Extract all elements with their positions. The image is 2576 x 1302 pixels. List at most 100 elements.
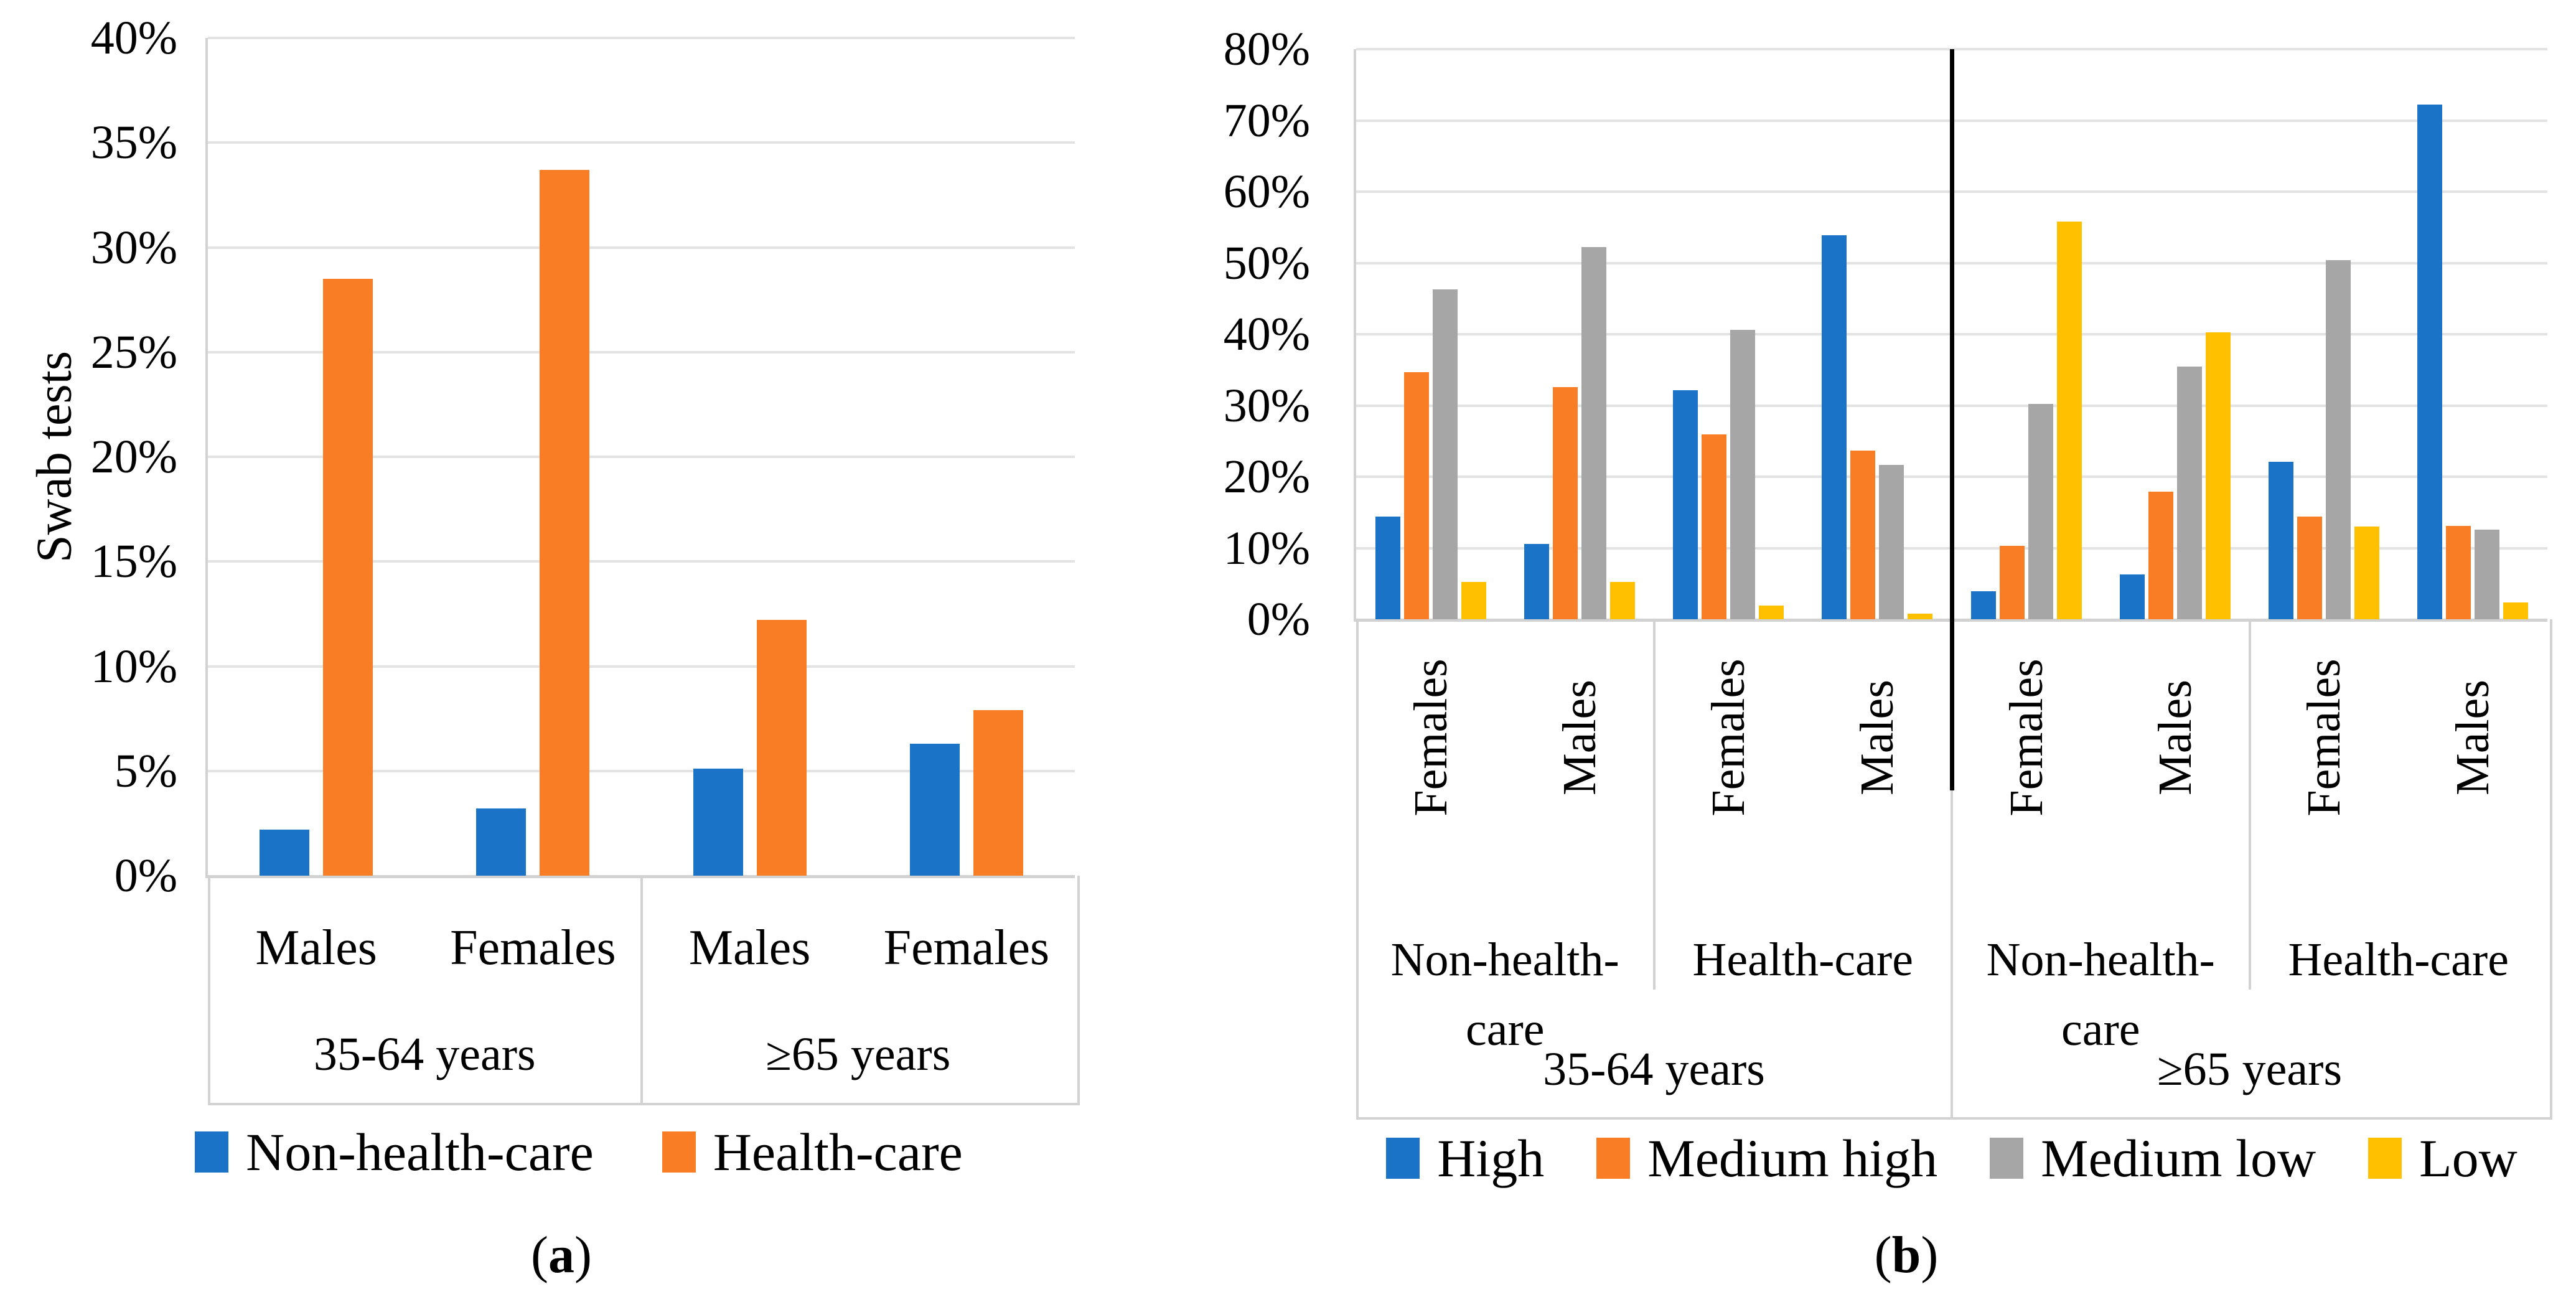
legend-label: High	[1437, 1128, 1545, 1188]
legend-item-health-care: Health-care	[662, 1122, 963, 1182]
legend-label: Low	[2419, 1128, 2517, 1188]
bar-b-medium-low-35-64-years-health-care-males	[1879, 465, 1904, 619]
panel-a-tick-label: 10%	[90, 640, 177, 693]
panel-a-tick-label: 15%	[90, 535, 177, 588]
panel-a-caption: (a)	[531, 1227, 592, 1283]
y-axis-line	[205, 38, 208, 878]
bar-b-low-35-64-years-health-care-males	[1908, 614, 1932, 619]
bar-b-medium-high-35-64-years-non-health-care-females	[1404, 372, 1429, 619]
bar-b-high-65-years-health-care-males	[2417, 105, 2442, 619]
bar-b-low-65-years-non-health-care-females	[2057, 222, 2082, 619]
bar-b-high-35-64-years-non-health-care-males	[1524, 544, 1549, 619]
panel-b-section-divider	[1950, 49, 1954, 790]
bar-b-medium-high-35-64-years-health-care-females	[1702, 434, 1726, 619]
panel-b-occupation-label: Health-care	[2288, 925, 2509, 995]
legend-item-low: Low	[2368, 1128, 2517, 1188]
gridline	[208, 141, 1075, 144]
panel-b-sex-label: Females	[1404, 658, 1457, 817]
bar-b-medium-high-65-years-non-health-care-females	[2000, 546, 2025, 619]
panel-b-tick-label: 0%	[1247, 593, 1310, 645]
bar-b-medium-low-65-years-health-care-males	[2475, 530, 2499, 619]
legend-label: Non-health-care	[246, 1122, 594, 1182]
bar-b-high-35-64-years-non-health-care-females	[1375, 517, 1400, 619]
panel-a-tick-label: 25%	[90, 326, 177, 378]
panel-b-tick-label: 30%	[1223, 379, 1310, 432]
bar-b-medium-low-35-64-years-non-health-care-females	[1433, 289, 1458, 619]
bar-b-medium-low-35-64-years-non-health-care-males	[1581, 247, 1606, 619]
panel-b-sex-label: Females	[1702, 658, 1755, 817]
panel-a-sex-label: Males	[688, 920, 811, 975]
panel-b-occupation-separator	[1652, 619, 1656, 990]
panel-a-tick-label: 35%	[90, 116, 177, 169]
panel-b-legend: High Medium high Medium low Low	[1356, 1128, 2547, 1188]
panel-a-age-group-label: ≥65 years	[766, 1028, 951, 1080]
panel-b-year-separator	[1951, 619, 1953, 1117]
panel-a-sex-label: Males	[255, 920, 377, 975]
panel-a-age-group-label: 35-64 years	[313, 1028, 536, 1080]
legend-swatch-medium-low	[1990, 1138, 2024, 1179]
bar-b-low-65-years-health-care-males	[2503, 602, 2528, 619]
panel-b-sex-label: Males	[1553, 680, 1606, 795]
panel-b-age-group-label: ≥65 years	[2157, 1043, 2343, 1095]
bar-b-low-35-64-years-non-health-care-females	[1461, 582, 1486, 619]
panel-b-occupation-label-line: care	[2061, 1003, 2140, 1056]
gridline	[208, 456, 1075, 458]
gridline	[208, 665, 1075, 668]
panel-b-occupation-label-line: Health-care	[1692, 934, 1913, 986]
bar-b-medium-low-35-64-years-health-care-females	[1730, 330, 1755, 619]
bar-a-non-health-care-65-years-females	[910, 744, 960, 876]
gridline	[208, 769, 1075, 772]
bar-b-high-65-years-health-care-females	[2269, 462, 2293, 619]
panel-b-tick-label: 60%	[1223, 166, 1310, 218]
legend-item-non-health-care: Non-health-care	[195, 1122, 594, 1182]
bar-b-low-35-64-years-non-health-care-males	[1610, 582, 1635, 619]
panel-b-sex-label: Males	[2148, 680, 2201, 795]
panel-a-legend: Non-health-care Health-care	[124, 1122, 1033, 1182]
bar-b-medium-low-65-years-health-care-females	[2326, 260, 2351, 619]
panel-b-sex-label: Males	[2447, 680, 2499, 795]
legend-swatch-health-care	[662, 1131, 696, 1173]
bar-b-high-65-years-non-health-care-females	[1971, 591, 1996, 619]
bar-b-medium-low-65-years-non-health-care-females	[2028, 404, 2053, 619]
bar-b-low-65-years-health-care-females	[2354, 527, 2379, 619]
bar-a-non-health-care-65-years-males	[693, 769, 743, 876]
bar-b-medium-high-65-years-non-health-care-males	[2148, 492, 2173, 619]
legend-swatch-non-health-care	[195, 1131, 229, 1173]
bar-a-non-health-care-35-64-years-males	[260, 830, 309, 876]
gridline	[208, 246, 1075, 249]
bar-b-low-65-years-non-health-care-males	[2206, 332, 2231, 619]
panel-a-year-separator	[640, 876, 643, 1103]
y-axis-line	[1354, 49, 1356, 622]
panel-b-occupation-label: Non-health-care	[1987, 925, 2215, 1064]
gridline	[208, 37, 1075, 39]
bar-b-high-35-64-years-health-care-males	[1822, 235, 1847, 619]
bar-a-non-health-care-35-64-years-females	[476, 808, 526, 876]
bar-b-medium-high-35-64-years-health-care-males	[1850, 451, 1875, 619]
panel-b-occupation-label-line: care	[1465, 1003, 1545, 1056]
panel-b-tick-label: 80%	[1223, 23, 1310, 75]
legend-swatch-low	[2368, 1138, 2402, 1179]
legend-item-medium-high: Medium high	[1596, 1128, 1937, 1188]
legend-label: Medium high	[1647, 1128, 1938, 1188]
gridline	[208, 560, 1075, 563]
legend-label: Medium low	[2041, 1128, 2316, 1188]
bar-a-health-care-35-64-years-males	[323, 279, 373, 876]
bar-a-health-care-65-years-females	[973, 710, 1023, 876]
bar-b-medium-high-35-64-years-non-health-care-males	[1553, 387, 1578, 619]
panel-a-tick-label: 5%	[114, 744, 177, 797]
panel-b-label-box	[1356, 619, 2552, 1120]
panel-b-occupation-label-line: Health-care	[2288, 934, 2509, 986]
legend-item-medium-low: Medium low	[1990, 1128, 2316, 1188]
panel-b-occupation-label-line: Non-health-	[1390, 934, 1619, 986]
bar-b-low-35-64-years-health-care-females	[1759, 606, 1784, 619]
panel-b-tick-label: 10%	[1223, 522, 1310, 574]
panel-b-caption: (b)	[1875, 1227, 1939, 1283]
legend-label: Health-care	[713, 1122, 963, 1182]
panel-b-tick-label: 50%	[1223, 237, 1310, 289]
bar-a-health-care-35-64-years-females	[540, 170, 589, 876]
bar-b-medium-low-65-years-non-health-care-males	[2177, 367, 2202, 619]
legend-swatch-high	[1386, 1138, 1420, 1179]
panel-b-caption-open: (	[1874, 1226, 1892, 1284]
bar-b-medium-high-65-years-health-care-males	[2446, 526, 2471, 619]
